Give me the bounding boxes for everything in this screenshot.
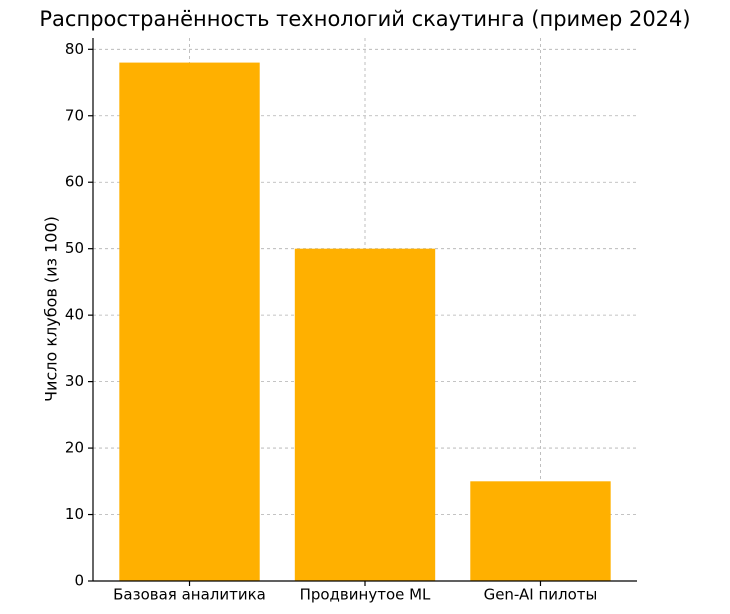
y-tick-label: 40 xyxy=(65,306,84,324)
bar xyxy=(294,248,436,582)
x-tick-label: Продвинутое ML xyxy=(300,586,431,604)
y-tick-label: 80 xyxy=(65,40,84,58)
y-tick-label: 70 xyxy=(65,106,84,124)
y-tick-label: 30 xyxy=(65,372,84,390)
y-tick-label: 20 xyxy=(65,439,84,457)
x-tick-label: Базовая аналитика xyxy=(113,586,266,604)
bar xyxy=(119,62,260,581)
x-tick-label: Gen-AI пилоты xyxy=(484,586,598,604)
chart-title: Распространённость технологий скаутинга … xyxy=(39,7,690,31)
y-axis-label: Число клубов (из 100) xyxy=(42,216,61,402)
bar xyxy=(470,481,611,581)
y-tick-label: 50 xyxy=(65,239,84,257)
y-tick-label: 60 xyxy=(65,173,84,191)
y-tick-label: 10 xyxy=(65,505,84,523)
y-tick-label: 0 xyxy=(74,572,84,590)
